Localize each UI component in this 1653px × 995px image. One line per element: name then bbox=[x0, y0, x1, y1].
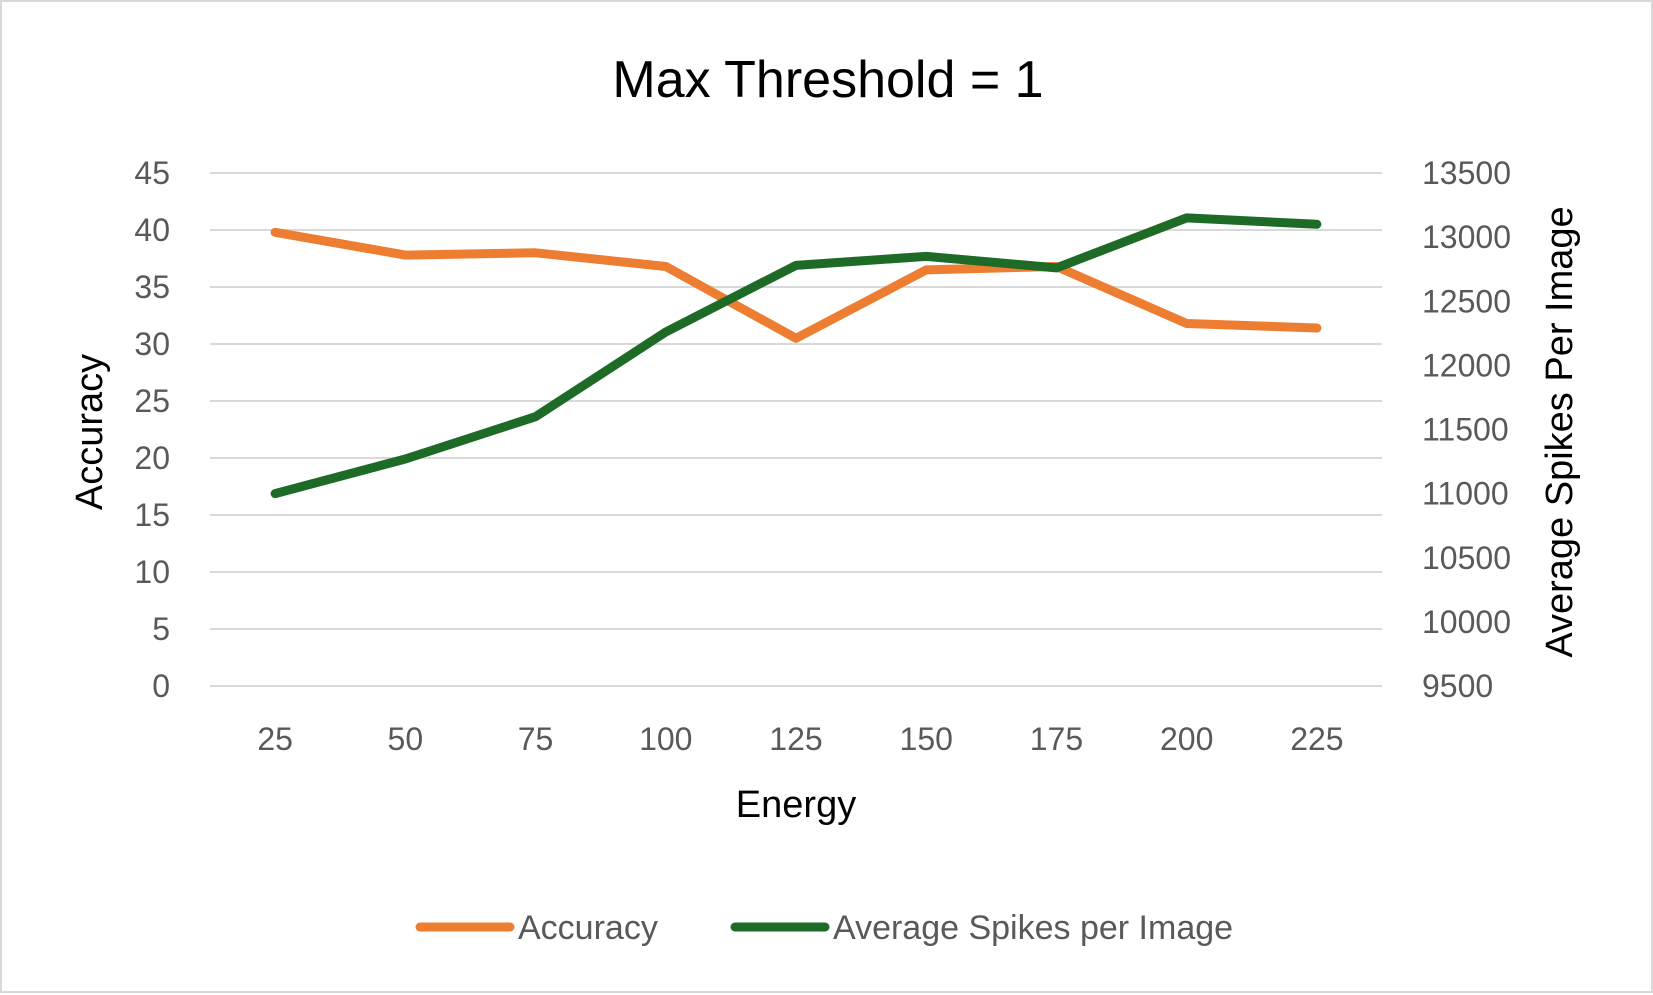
data-point-accuracy bbox=[795, 337, 797, 340]
data-point-accuracy bbox=[534, 251, 537, 254]
data-point-accuracy bbox=[1185, 322, 1188, 325]
data-point-accuracy bbox=[274, 231, 277, 234]
data-point-spikes bbox=[534, 415, 537, 418]
data-point-spikes bbox=[1315, 223, 1318, 226]
y-tick-label: 10 bbox=[134, 554, 170, 590]
y-axis-title: Accuracy bbox=[69, 354, 111, 510]
data-point-spikes bbox=[274, 492, 277, 495]
y-tick-label: 30 bbox=[134, 326, 170, 362]
x-tick-label: 50 bbox=[388, 721, 424, 757]
data-point-accuracy bbox=[925, 268, 928, 271]
y-tick-label: 40 bbox=[134, 212, 170, 248]
series-line-accuracy bbox=[270, 227, 1322, 343]
y2-tick-label: 10000 bbox=[1422, 604, 1511, 640]
y-tick-label: 35 bbox=[134, 269, 170, 305]
x-tick-label: 100 bbox=[639, 721, 692, 757]
data-point-spikes bbox=[1185, 216, 1188, 219]
data-point-spikes bbox=[1055, 266, 1058, 269]
series-lines bbox=[270, 213, 1322, 499]
y2-tick-label: 12500 bbox=[1422, 283, 1511, 319]
y-tick-label: 20 bbox=[134, 440, 170, 476]
data-point-spikes bbox=[795, 264, 797, 267]
y2-tick-label: 10500 bbox=[1422, 540, 1511, 576]
data-point-accuracy bbox=[404, 254, 407, 257]
x-tick-label: 225 bbox=[1290, 721, 1343, 757]
y-tick-label: 25 bbox=[134, 383, 170, 419]
x-tick-label: 75 bbox=[518, 721, 554, 757]
data-point-spikes bbox=[404, 457, 407, 460]
x-tick-label: 175 bbox=[1030, 721, 1083, 757]
data-point-accuracy bbox=[664, 265, 667, 268]
chart-title: Max Threshold = 1 bbox=[612, 51, 1043, 109]
x-tick-label: 150 bbox=[900, 721, 953, 757]
y2-tick-label: 9500 bbox=[1422, 668, 1493, 704]
y2-tick-label: 12000 bbox=[1422, 347, 1511, 383]
right-axis-ticks: 9500 10000 10500 11000 11500 12000 12500 13000 1… bbox=[1422, 155, 1511, 704]
x-axis-title: Energy bbox=[736, 784, 856, 826]
y-tick-label: 5 bbox=[152, 611, 170, 647]
legend: Accuracy Average Spikes per Image bbox=[415, 909, 1233, 947]
legend-label-accuracy: Accuracy bbox=[518, 909, 658, 947]
y2-tick-label: 11500 bbox=[1422, 412, 1509, 448]
left-axis-ticks: 0 5 10 15 20 25 30 35 40 45 bbox=[134, 155, 170, 704]
gridlines bbox=[210, 172, 1382, 687]
data-point-accuracy bbox=[1315, 327, 1318, 330]
x-tick-label: 25 bbox=[257, 721, 293, 757]
series-line-spikes bbox=[270, 213, 1322, 499]
legend-label-spikes: Average Spikes per Image bbox=[833, 909, 1233, 947]
y2-tick-label: 13000 bbox=[1422, 219, 1511, 255]
data-point-spikes bbox=[664, 331, 667, 334]
x-tick-label: 125 bbox=[769, 721, 822, 757]
y2-tick-label: 13500 bbox=[1422, 155, 1511, 191]
x-axis-ticks: 25 50 75 100 125 150 175 200 225 bbox=[257, 721, 1343, 757]
y-tick-label: 0 bbox=[152, 668, 170, 704]
y-tick-label: 45 bbox=[134, 155, 170, 191]
y-tick-label: 15 bbox=[134, 497, 170, 533]
y2-axis-title: Average Spikes Per Image bbox=[1539, 206, 1581, 657]
x-tick-label: 200 bbox=[1160, 721, 1213, 757]
data-point-spikes bbox=[925, 255, 928, 258]
y2-tick-label: 11000 bbox=[1422, 476, 1509, 512]
